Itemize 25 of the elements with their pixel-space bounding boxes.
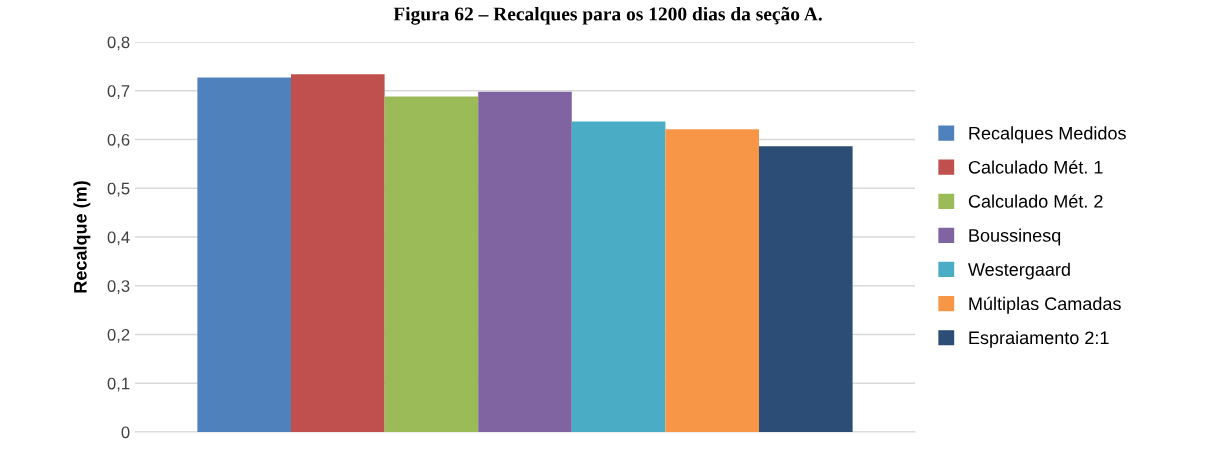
y-tick-label: 0,2	[107, 328, 130, 343]
bar	[665, 129, 759, 432]
legend-label: Boussinesq	[969, 228, 1061, 246]
legend-label: Múltiplas Camadas	[969, 296, 1121, 314]
bar	[759, 146, 853, 432]
y-tick-label: 0,6	[107, 133, 130, 148]
y-axis-title: Recalque (m)	[73, 181, 91, 293]
y-tick-label: 0,5	[107, 182, 130, 197]
legend-label: Calculado Mét. 1	[968, 160, 1103, 174]
y-tick-label: 0,4	[107, 231, 130, 246]
y-tick-label: 0,7	[107, 85, 130, 99]
legend-label: Recalques Medidos	[969, 126, 1126, 144]
legend-label: Espraiamento 2:1	[969, 330, 1109, 348]
y-tick-label: 0,1	[107, 377, 130, 392]
bar	[571, 121, 666, 432]
chart-title: Figura 62 – Recalques para os 1200 dias da seção A.	[393, 6, 822, 25]
y-tick-label: 0,8	[107, 36, 130, 51]
y-tick-label: 0	[121, 426, 130, 439]
bar	[384, 96, 479, 432]
bar	[197, 77, 291, 432]
bar	[291, 74, 385, 432]
legend-label: Westergaard	[968, 262, 1070, 280]
legend-label: Calculado Mét. 2	[968, 194, 1103, 208]
bar	[478, 91, 572, 432]
y-tick-label: 0,3	[107, 280, 130, 294]
